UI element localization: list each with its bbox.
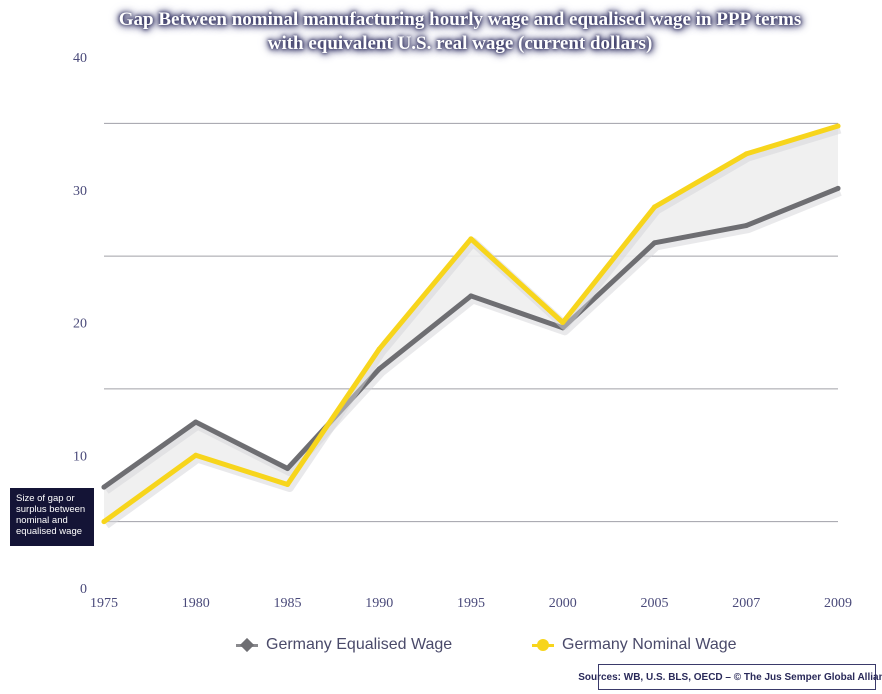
y-axis-ticks: 0 10 20 30 40 <box>73 51 87 597</box>
x-tick-label: 2005 <box>641 596 669 611</box>
y-tick-label: 20 <box>73 317 87 332</box>
source-note: Sources: WB, U.S. BLS, OECD – © The Jus … <box>578 664 882 690</box>
data-point <box>193 452 199 458</box>
x-tick-label: 1995 <box>457 596 485 611</box>
data-point <box>652 204 657 210</box>
y-tick-label: 30 <box>73 184 87 199</box>
data-point <box>101 519 107 525</box>
legend-equalised-label: Germany Equalised Wage <box>266 636 453 653</box>
data-point <box>468 293 474 299</box>
y-tick-label: 40 <box>73 51 87 66</box>
data-point <box>743 151 749 157</box>
data-point <box>560 320 566 325</box>
legend-equalised-marker-icon <box>236 638 258 652</box>
legend-nominal-label: Germany Nominal Wage <box>562 636 737 653</box>
chart-title: Gap Between nominal manufacturing hourly… <box>90 8 830 56</box>
x-tick-label: 1975 <box>90 596 118 611</box>
data-point <box>285 481 290 487</box>
x-tick-label: 2007 <box>732 596 760 611</box>
x-axis-ticks: 1975 1980 1985 1990 1995 2000 2005 2007 2009 <box>90 596 852 611</box>
data-point <box>101 484 107 490</box>
gap-area-fill <box>104 126 838 522</box>
data-point <box>285 466 290 472</box>
chart-title-line-1: Gap Between nominal manufacturing hourly… <box>118 9 802 30</box>
x-tick-label: 2009 <box>824 596 852 611</box>
chart-title-line-2: with equivalent U.S. real wage (current … <box>267 33 653 54</box>
data-point <box>193 419 199 425</box>
data-point <box>835 123 841 129</box>
data-point <box>468 236 474 242</box>
data-point <box>376 346 382 352</box>
gap-annotation-box: Size of gap or surplus between nominal a… <box>10 488 94 546</box>
data-point <box>743 223 749 229</box>
data-point <box>835 185 841 191</box>
legend-item-equalised: Germany Equalised Wage <box>236 636 452 654</box>
gap-area <box>104 126 838 522</box>
series-lines <box>101 123 842 529</box>
legend-nominal-marker-icon <box>532 639 554 651</box>
x-tick-label: 2000 <box>549 596 577 611</box>
x-tick-label: 1985 <box>274 596 302 611</box>
data-point <box>376 366 382 372</box>
legend-item-nominal: Germany Nominal Wage <box>532 636 737 654</box>
data-point <box>652 240 657 246</box>
y-tick-label: 10 <box>73 449 87 464</box>
y-tick-label: 0 <box>80 582 87 597</box>
x-tick-label: 1990 <box>365 596 393 611</box>
x-tick-label: 1980 <box>182 596 210 611</box>
